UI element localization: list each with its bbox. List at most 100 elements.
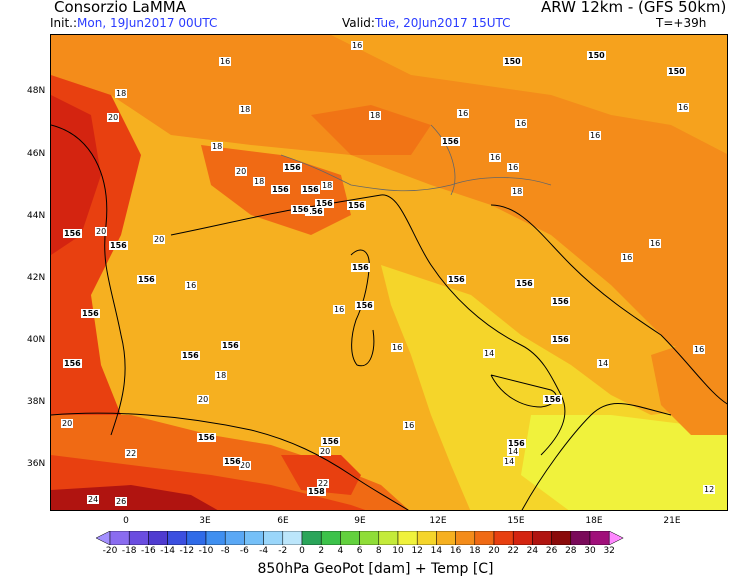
temperature-label: 18: [253, 177, 266, 186]
geopotential-label: 156: [543, 395, 562, 404]
geopotential-label: 156: [181, 351, 200, 360]
colorbar-swatch: [551, 531, 572, 545]
lat-label-42: 42N: [27, 273, 46, 283]
temperature-label: 18: [115, 89, 128, 98]
colorbar-swatch: [205, 531, 226, 545]
temperature-label: 18: [511, 187, 524, 196]
colorbar-tick-label: 28: [565, 546, 577, 556]
colorbar-swatch: [109, 531, 130, 545]
colorbar-swatch: [493, 531, 514, 545]
colorbar-tick-label: 12: [411, 546, 423, 556]
colorbar-high-arrow: [608, 531, 624, 545]
geopotential-label: 156: [321, 437, 340, 446]
lon-label-0: 0: [123, 516, 129, 526]
colorbar-tick-label: 4: [337, 546, 344, 556]
temperature-label: 20: [319, 447, 332, 456]
colorbar-swatch: [340, 531, 360, 545]
temp-field-greece-16: [651, 335, 727, 435]
geopotential-label: 156: [109, 241, 128, 250]
colorbar-swatch: [244, 531, 264, 545]
lon-label-12e: 12E: [429, 516, 447, 526]
temperature-label: 18: [369, 111, 382, 120]
init-time: Init.:Mon, 19Jun2017 00UTC: [50, 16, 217, 30]
temperature-label: 18: [211, 142, 224, 151]
geopotential-label: 158: [307, 487, 326, 496]
lon-label-3e: 3E: [199, 516, 211, 526]
temp-field-12: [521, 415, 727, 510]
forecast-step: T=+39h: [656, 16, 707, 30]
colorbar-swatch: [224, 531, 245, 545]
colorbar-tick-label: 14: [430, 546, 443, 556]
geopotential-label: 156: [137, 275, 156, 284]
temperature-label: 20: [107, 113, 120, 122]
colorbar-swatch: [320, 531, 341, 545]
geopotential-label: 156: [551, 297, 570, 306]
temperature-label: 20: [235, 167, 248, 176]
temperature-label: 14: [507, 447, 520, 456]
colorbar-swatch: [589, 531, 610, 545]
colorbar-tick-label: -6: [239, 546, 249, 556]
colorbar-tick-label: 26: [545, 546, 558, 556]
temperature-label: 16: [489, 153, 502, 162]
colorbar-tick-label: 6: [356, 546, 363, 556]
legend-title: 850hPa GeoPot [dam] + Temp [C]: [257, 561, 494, 577]
geopotential-label: 156: [441, 137, 460, 146]
colorbar-swatch: [570, 531, 591, 545]
italian-coast: [170, 194, 566, 456]
geopotential-label: 150: [503, 57, 522, 66]
lat-label-48: 48N: [27, 86, 46, 96]
geopotential-label: 156: [305, 207, 324, 216]
colorbar-tick-label: -18: [121, 546, 137, 556]
coastlines: [51, 124, 727, 510]
temperature-label: 24: [87, 495, 100, 504]
colorbar-tick-label: -12: [179, 546, 195, 556]
colorbar-low-arrow: [96, 531, 111, 545]
lat-label-44: 44N: [27, 211, 46, 221]
geopotential-label: 156: [315, 199, 334, 208]
colorbar-swatch: [186, 531, 207, 545]
temperature-label: 20: [95, 227, 108, 236]
colorbar-tick-label: -8: [220, 546, 230, 556]
colorbar-tick-label: -10: [198, 546, 214, 556]
colorbar-swatch: [378, 531, 399, 545]
temperature-label: 16: [403, 421, 416, 430]
colorbar-swatch: [416, 531, 437, 545]
colorbar-swatch: [167, 531, 188, 545]
swiss-border: [430, 124, 456, 196]
colorbar-swatch: [436, 531, 456, 545]
geopotential-label: 156: [291, 205, 310, 214]
model-run-title: ARW 12km - (GFS 50km): [541, 0, 727, 16]
corsica-sardinia: [350, 249, 375, 367]
geopotential-label: 156: [551, 335, 570, 344]
colorbar-swatch: [455, 531, 476, 545]
lat-label-46: 46N: [27, 149, 46, 159]
temperature-label: 20: [61, 419, 74, 428]
africa-coast: [51, 412, 409, 510]
forecast-map: 16 16 18 20 18 18 16 16 18 16 16 20 18 18 16 20 20 16 16 16…: [50, 34, 728, 511]
temperature-label: 14: [503, 457, 516, 466]
geopotential-label: 156: [63, 359, 82, 368]
temperature-label: 14: [483, 349, 496, 358]
temperature-label: 14: [597, 359, 610, 368]
temperature-label: 16: [589, 131, 602, 140]
temp-field-libya-22: [281, 455, 361, 495]
colorbar-swatch: [532, 531, 552, 545]
geopotential-label: 150: [587, 51, 606, 60]
temperature-label: 26: [115, 497, 128, 506]
temperature-label: 16: [649, 239, 662, 248]
temperature-label: 18: [215, 371, 228, 380]
temperature-label: 16: [333, 305, 346, 314]
colorbar-tick-label: -16: [141, 546, 156, 556]
geopotential-label: 156: [197, 433, 216, 442]
geopotential-label: 156: [63, 229, 82, 238]
temperature-label: 16: [515, 119, 528, 128]
geopotential-label: 150: [667, 67, 686, 76]
temperature-label: 22: [317, 479, 330, 488]
colorbar-tick-label: 22: [507, 546, 519, 556]
temp-field-16: [51, 35, 727, 365]
init-value: Mon, 19Jun2017 00UTC: [77, 16, 218, 30]
temperature-label: 20: [239, 461, 252, 470]
geopotential-label: 156: [271, 185, 290, 194]
geopotential-label: 156: [81, 309, 100, 318]
alpine-border: [280, 154, 552, 192]
